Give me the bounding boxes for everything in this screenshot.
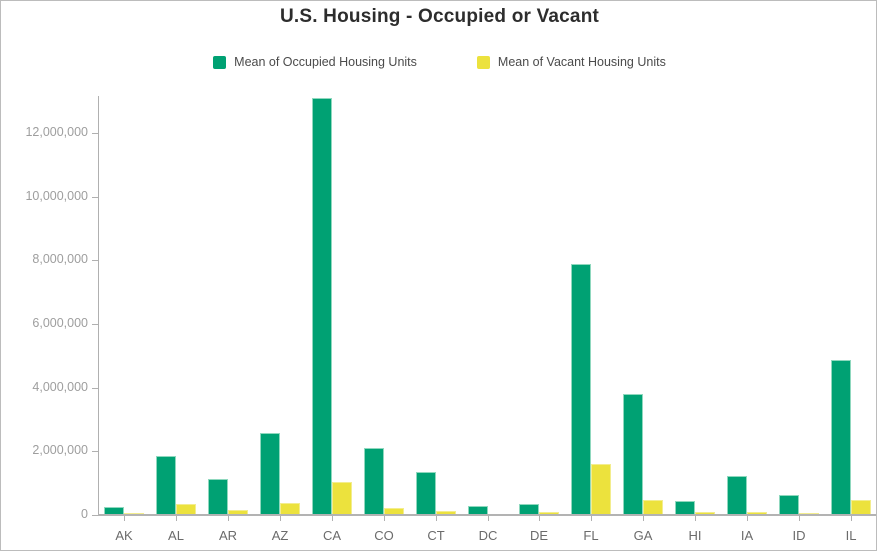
x-axis-tick bbox=[280, 516, 281, 521]
x-axis-tick bbox=[384, 516, 385, 521]
y-axis-tick bbox=[92, 515, 98, 516]
x-axis-category-label: AR bbox=[218, 528, 238, 543]
vacant-bar-ca[interactable] bbox=[332, 482, 352, 515]
x-axis-line bbox=[98, 514, 876, 516]
y-axis-tick-label: 6,000,000 bbox=[32, 315, 88, 330]
occupied-bar-ga[interactable] bbox=[623, 394, 643, 515]
x-axis-category-label: AL bbox=[168, 528, 184, 543]
x-axis-tick bbox=[747, 516, 748, 521]
x-axis-category-label: DE bbox=[529, 528, 549, 543]
x-axis-tick bbox=[488, 516, 489, 521]
y-axis-tick bbox=[92, 260, 98, 262]
y-axis-tick-label: 10,000,000 bbox=[25, 188, 88, 203]
y-axis-tick bbox=[92, 387, 98, 389]
occupied-bar-hi[interactable] bbox=[675, 501, 695, 515]
legend-item-vacant[interactable]: Mean of Vacant Housing Units bbox=[476, 55, 666, 69]
x-axis-category-label: CT bbox=[427, 528, 445, 543]
vacant-bar-fl[interactable] bbox=[591, 464, 611, 515]
occupied-bar-ct[interactable] bbox=[416, 472, 436, 515]
x-axis-category-label: AZ bbox=[271, 528, 289, 543]
x-axis-tick bbox=[695, 516, 696, 521]
x-axis-category-label: IA bbox=[740, 528, 754, 543]
y-axis-tick-label: 4,000,000 bbox=[32, 379, 88, 394]
occupied-bar-id[interactable] bbox=[779, 495, 799, 515]
x-axis-category-label: ID bbox=[792, 528, 806, 543]
x-axis-tick bbox=[124, 516, 125, 521]
occupied-bar-ia[interactable] bbox=[727, 476, 747, 515]
chart-legend: Mean of Occupied Housing Units Mean of V… bbox=[1, 55, 876, 69]
occupied-bar-ca[interactable] bbox=[312, 98, 332, 515]
y-axis-tick-label: 0 bbox=[81, 507, 88, 521]
x-axis-category-label: AK bbox=[115, 528, 133, 543]
y-axis-tick bbox=[92, 132, 98, 134]
chart-title: U.S. Housing - Occupied or Vacant bbox=[279, 6, 600, 27]
vacant-bar-il[interactable] bbox=[851, 500, 871, 515]
y-axis-tick bbox=[92, 323, 98, 325]
x-axis-tick bbox=[332, 516, 333, 521]
x-axis-category-label: IL bbox=[845, 528, 857, 543]
x-axis-tick bbox=[591, 516, 592, 521]
occupied-bar-az[interactable] bbox=[260, 433, 280, 515]
y-axis-tick bbox=[92, 196, 98, 198]
x-axis-category-label: HI bbox=[688, 528, 702, 543]
occupied-bar-co[interactable] bbox=[364, 448, 384, 515]
x-axis-tick bbox=[799, 516, 800, 521]
y-axis-tick-label: 8,000,000 bbox=[32, 252, 88, 267]
y-axis-tick-label: 12,000,000 bbox=[25, 124, 88, 139]
x-axis-category-label: GA bbox=[633, 528, 653, 543]
y-axis-tick bbox=[92, 451, 98, 453]
x-axis-tick bbox=[539, 516, 540, 521]
x-axis-category-label: FL bbox=[583, 528, 599, 543]
x-axis-category-label: DC bbox=[478, 528, 498, 543]
vacant-series-swatch-icon bbox=[476, 55, 490, 69]
x-axis-tick bbox=[643, 516, 644, 521]
x-axis-category-label: CO bbox=[374, 528, 394, 543]
occupied-bar-al[interactable] bbox=[156, 456, 176, 515]
x-axis-category-label: CA bbox=[322, 528, 342, 543]
legend-item-occupied[interactable]: Mean of Occupied Housing Units bbox=[213, 55, 417, 69]
x-axis-tick bbox=[176, 516, 177, 521]
y-axis-line bbox=[98, 96, 99, 515]
vacant-bar-ga[interactable] bbox=[643, 500, 663, 515]
x-axis-tick bbox=[851, 516, 852, 521]
occupied-bar-fl[interactable] bbox=[571, 264, 591, 515]
occupied-bar-il[interactable] bbox=[831, 360, 851, 515]
x-axis-tick bbox=[436, 516, 437, 521]
occupied-series-swatch-icon bbox=[213, 55, 227, 69]
legend-label-vacant: Mean of Vacant Housing Units bbox=[497, 55, 666, 69]
x-axis-tick bbox=[228, 516, 229, 521]
y-axis-tick-label: 2,000,000 bbox=[32, 443, 88, 458]
legend-label-occupied: Mean of Occupied Housing Units bbox=[234, 55, 417, 69]
occupied-bar-ar[interactable] bbox=[208, 479, 228, 515]
